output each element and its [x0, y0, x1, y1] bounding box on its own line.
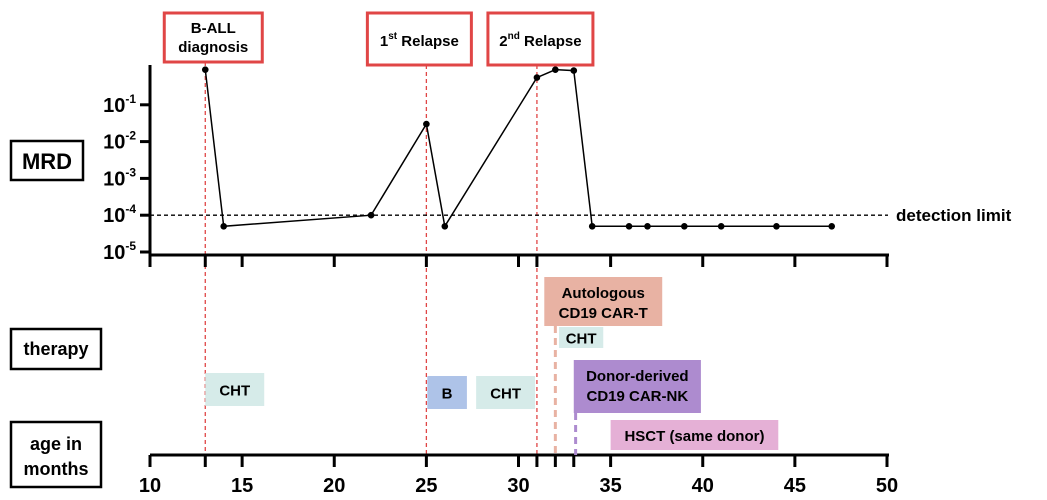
event-label: B-ALL: [191, 20, 236, 37]
y-tick-label: 10-3: [103, 165, 136, 190]
x-tick-label: 10: [139, 475, 161, 497]
therapy-label: Autologous: [562, 285, 645, 302]
mrd-point: [441, 222, 449, 230]
event-box: [365, 11, 473, 67]
y-tick-label: 10-1: [103, 92, 136, 117]
event-label-superscript: st: [388, 31, 398, 42]
y-tick-exponent: -4: [125, 202, 136, 216]
mrd-point: [773, 222, 780, 230]
therapy-label: HSCT (same donor): [624, 428, 764, 445]
mrd-line: [204, 68, 832, 229]
mrd-point: [828, 222, 836, 230]
x-tick-label: 25: [415, 475, 437, 497]
mrd-point: [367, 211, 375, 219]
x-axis-top: [148, 253, 889, 267]
mrd-point: [681, 222, 688, 230]
mrd-series: [201, 66, 836, 230]
therapy-bar: [544, 277, 663, 326]
therapy-bar: [559, 327, 604, 348]
event-box: [486, 11, 595, 67]
row-labels: MRD therapy age in months: [9, 139, 103, 489]
age-label-box: [9, 420, 103, 489]
event-label: 1st Relapse: [380, 31, 459, 50]
y-tick-label: 10-5: [103, 239, 136, 264]
event-label-superscript: nd: [508, 31, 520, 42]
therapy-bar: [205, 373, 265, 406]
therapy-label: CD19 CAR-T: [559, 305, 648, 322]
y-tick-label: 10-2: [103, 129, 136, 154]
event-label-number: 1: [380, 33, 388, 50]
x-tick-label: 15: [231, 475, 253, 497]
x-axis-bottom: 10 15 20 25 30 35 40 45 50: [139, 453, 898, 497]
event-label: 2nd Relapse: [499, 31, 581, 50]
mrd-label: MRD: [22, 149, 72, 174]
mrd-label-box: [9, 139, 85, 182]
therapy-bar: [610, 420, 779, 450]
therapy-bars: CHT B CHT Autologous CD19 CAR-T CHT Donor-deri…: [205, 277, 779, 455]
event-box: [162, 11, 264, 64]
y-tick-exponent: -5: [125, 239, 136, 253]
mrd-point: [625, 222, 633, 230]
mrd-point: [220, 222, 227, 230]
detection-limit: detection limit: [150, 206, 1012, 225]
y-tick-label: 10-4: [103, 202, 136, 227]
mrd-point: [201, 66, 209, 73]
age-label-line2: months: [24, 459, 89, 479]
therapy-label: CHT: [490, 386, 521, 403]
y-tick-exponent: -1: [125, 92, 136, 106]
therapy-label: therapy: [23, 339, 88, 359]
therapy-label: B: [442, 386, 453, 403]
x-tick-label: 50: [876, 475, 898, 497]
x-tick-label: 30: [507, 475, 529, 497]
event-label-text: Relapse: [397, 33, 459, 50]
mrd-point: [644, 222, 651, 230]
therapy-bar: [427, 376, 467, 409]
y-axis: 10-110-210-310-410-5: [103, 65, 152, 267]
mrd-point: [588, 222, 596, 230]
y-tick-exponent: -3: [125, 165, 136, 179]
event-label-sub: diagnosis: [178, 39, 248, 56]
y-tick-base: 10: [103, 168, 125, 190]
therapy-label: CD19 CAR-NK: [586, 388, 688, 405]
event-label-number: 2: [499, 33, 507, 50]
x-tick-label: 35: [600, 475, 622, 497]
y-tick-exponent: -2: [125, 129, 136, 143]
therapy-label: Donor-derived: [586, 368, 689, 385]
x-tick-label: 40: [692, 475, 714, 497]
therapy-bar: [573, 360, 701, 413]
age-label-line1: age in: [30, 434, 82, 454]
event-label-text: Relapse: [520, 33, 582, 50]
y-tick-base: 10: [103, 242, 125, 264]
therapy-label: CHT: [219, 383, 250, 400]
therapy-label: CHT: [566, 331, 597, 348]
x-tick-label: 45: [784, 475, 806, 497]
x-tick-label: 20: [323, 475, 345, 497]
mrd-point: [717, 222, 725, 230]
mrd-point: [533, 74, 541, 81]
therapy-bar: [476, 376, 536, 409]
y-tick-base: 10: [103, 95, 125, 117]
mrd-point: [423, 120, 430, 128]
y-tick-base: 10: [103, 132, 125, 154]
y-tick-base: 10: [103, 205, 125, 227]
detection-limit-label: detection limit: [896, 206, 1012, 225]
mrd-point: [552, 66, 559, 73]
mrd-point: [570, 67, 578, 74]
therapy-label-box: [9, 327, 103, 371]
